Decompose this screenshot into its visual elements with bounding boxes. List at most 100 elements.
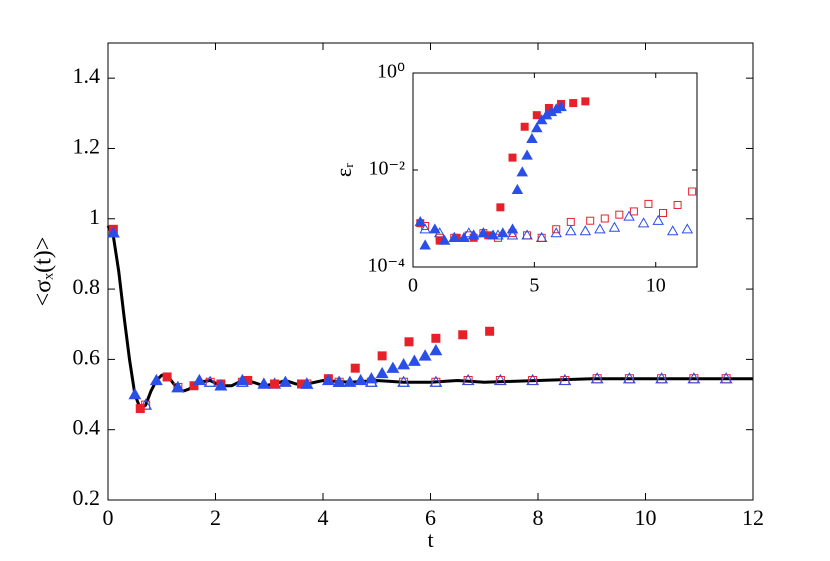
triangle-marker xyxy=(192,373,206,386)
triangle-marker xyxy=(719,372,733,384)
square-marker xyxy=(552,225,561,234)
square-marker xyxy=(189,381,199,391)
x-tick-label: 2 xyxy=(210,505,221,530)
triangle-marker xyxy=(637,217,650,228)
square-marker xyxy=(532,111,541,120)
triangle-marker xyxy=(565,225,577,236)
x-tick-label: 0 xyxy=(408,275,418,297)
square-marker xyxy=(659,208,668,217)
triangle-marker xyxy=(477,227,490,238)
x-tick-label: 0 xyxy=(103,505,114,530)
triangle-marker xyxy=(463,227,475,238)
triangle-marker xyxy=(278,375,292,387)
triangle-marker xyxy=(467,229,480,240)
x-axis-label: t xyxy=(427,527,433,552)
triangle-marker xyxy=(622,372,636,384)
x-tick-label: 6 xyxy=(425,505,436,530)
square-marker xyxy=(496,203,505,212)
y-tick-label: 0.6 xyxy=(73,344,101,369)
y-axis-label: εᵣ xyxy=(331,163,356,177)
y-tick-label: 0.8 xyxy=(73,274,101,299)
y-tick-label: 10⁰ xyxy=(377,61,405,83)
square-marker xyxy=(270,379,280,389)
square-marker xyxy=(673,200,682,209)
triangle-marker xyxy=(461,373,475,386)
x-tick-label: 5 xyxy=(529,275,539,297)
triangle-marker xyxy=(521,149,533,160)
square-marker xyxy=(508,153,517,162)
triangle-marker xyxy=(438,234,451,245)
triangle-marker xyxy=(364,372,378,384)
triangle-marker xyxy=(521,229,533,240)
square-marker xyxy=(688,187,697,196)
triangle-marker xyxy=(608,221,621,232)
y-axis-label: <σₓ(t)> xyxy=(31,237,57,307)
x-tick-label: 10 xyxy=(646,275,666,297)
triangle-marker xyxy=(397,375,411,387)
y-tick-label: 0.4 xyxy=(73,415,101,440)
square-marker xyxy=(135,404,145,414)
triangle-marker xyxy=(343,375,357,387)
x-tick-label: 4 xyxy=(318,505,329,530)
triangle-marker xyxy=(526,132,538,143)
triangle-marker xyxy=(321,373,335,386)
square-marker xyxy=(350,363,360,373)
triangle-marker xyxy=(687,372,701,384)
y-tick-label: 1 xyxy=(89,204,100,229)
triangle-marker xyxy=(526,373,540,386)
triangle-marker xyxy=(397,358,411,370)
triangle-marker xyxy=(550,227,562,238)
y-tick-label: 10⁻² xyxy=(368,158,405,180)
square-marker xyxy=(458,330,468,340)
triangle-marker xyxy=(535,231,548,242)
y-tick-label: 0.2 xyxy=(73,485,101,510)
triangle-marker xyxy=(535,114,548,125)
triangle-marker xyxy=(407,354,421,366)
triangle-marker xyxy=(681,223,694,234)
triangle-marker xyxy=(149,373,163,386)
triangle-marker xyxy=(419,223,431,234)
triangle-marker xyxy=(497,227,509,238)
triangle-marker xyxy=(516,166,528,177)
triangle-marker xyxy=(506,223,519,234)
triangle-marker xyxy=(429,223,441,234)
triangle-marker xyxy=(506,229,519,240)
triangle-marker xyxy=(375,366,389,379)
square-marker xyxy=(485,326,495,336)
square-marker xyxy=(377,351,387,361)
square-marker xyxy=(431,333,441,343)
square-marker xyxy=(644,199,653,208)
triangle-marker xyxy=(429,343,443,356)
square-marker xyxy=(581,97,590,106)
y-tick-label: 10⁻⁴ xyxy=(367,255,405,277)
square-marker xyxy=(569,99,578,108)
triangle-marker xyxy=(579,225,592,236)
triangle-marker xyxy=(429,375,443,387)
square-marker xyxy=(586,216,595,225)
triangle-marker xyxy=(418,349,432,361)
triangle-marker xyxy=(214,379,228,391)
triangle-marker xyxy=(666,225,679,236)
x-tick-label: 8 xyxy=(533,505,544,530)
y-tick-label: 1.2 xyxy=(73,134,101,159)
triangle-marker xyxy=(487,229,499,240)
triangle-marker xyxy=(419,239,431,250)
triangle-marker xyxy=(590,372,604,384)
x-tick-label: 10 xyxy=(635,505,657,530)
triangle-marker xyxy=(655,372,669,384)
triangle-marker xyxy=(354,373,368,386)
triangle-marker xyxy=(171,380,185,393)
triangle-marker xyxy=(531,122,543,133)
triangle-marker xyxy=(594,223,606,234)
y-tick-label: 1.4 xyxy=(73,63,101,88)
triangle-marker xyxy=(493,373,507,386)
triangle-marker xyxy=(106,226,120,238)
square-marker xyxy=(615,210,624,219)
triangle-marker xyxy=(235,373,249,386)
square-marker xyxy=(600,214,609,223)
triangle-marker xyxy=(558,373,572,386)
square-marker xyxy=(404,337,414,347)
triangle-marker xyxy=(511,183,524,195)
square-marker xyxy=(162,372,172,382)
